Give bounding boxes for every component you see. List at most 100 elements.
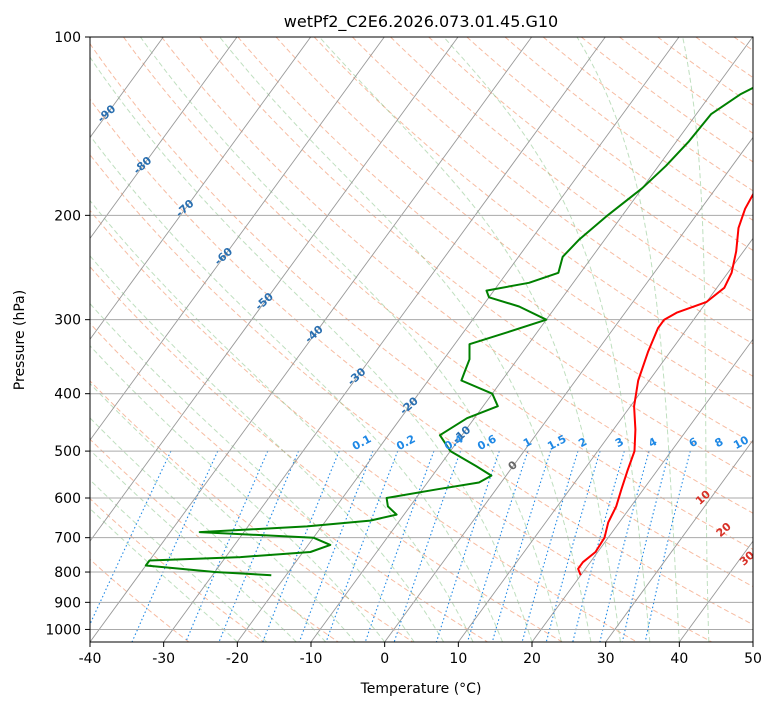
isotherm-line bbox=[163, 37, 606, 642]
moist-adiabat bbox=[576, 37, 680, 642]
dry-adiabat bbox=[275, 37, 753, 411]
isotherm-line bbox=[384, 136, 753, 642]
mixing-ratio-label: 8 bbox=[713, 435, 726, 450]
y-tick-label: 200 bbox=[54, 208, 81, 224]
moist-adiabat bbox=[90, 255, 445, 642]
dry-adiabat-label: 10 bbox=[693, 487, 713, 507]
isotherm-line bbox=[90, 37, 312, 341]
dry-adiabat bbox=[313, 37, 753, 377]
mixing-ratio-line bbox=[262, 450, 340, 642]
isotherm-line bbox=[457, 237, 753, 642]
mixing-ratio-line bbox=[491, 450, 552, 642]
dry-adiabat bbox=[90, 498, 264, 642]
mixing-ratio-label: 13 bbox=[757, 433, 775, 452]
y-tick-label: 700 bbox=[54, 531, 81, 547]
mixing-ratio-label: 0.6 bbox=[475, 432, 499, 453]
dewpoint-profile-line bbox=[144, 86, 753, 577]
isotherm-label: -60 bbox=[212, 245, 236, 268]
moist-adiabat bbox=[90, 417, 327, 642]
y-tick-label: 500 bbox=[54, 444, 81, 460]
dry-adiabat bbox=[90, 438, 339, 642]
y-tick-label: 800 bbox=[54, 565, 81, 581]
moist-adiabat bbox=[90, 507, 238, 642]
moist-adiabat bbox=[90, 382, 356, 642]
isotherm-line bbox=[90, 37, 459, 542]
dry-adiabat bbox=[428, 37, 753, 282]
moist-adiabat bbox=[319, 37, 621, 642]
mixing-ratio-line bbox=[621, 450, 671, 642]
isotherm-line bbox=[90, 37, 385, 441]
mixing-ratio-line bbox=[545, 450, 601, 642]
dry-adiabat bbox=[504, 37, 753, 221]
moist-adiabat bbox=[90, 302, 415, 642]
dry-adiabat-label: 20 bbox=[714, 520, 734, 540]
dry-adiabat bbox=[580, 37, 753, 163]
isotherm-label: -30 bbox=[345, 365, 369, 388]
dry-adiabat bbox=[352, 37, 753, 345]
plot-frame bbox=[89, 36, 754, 643]
mixing-ratio-label: 10 bbox=[731, 433, 751, 452]
temperature-profile-line bbox=[577, 192, 753, 576]
moist-adiabat bbox=[90, 479, 268, 642]
dry-adiabat bbox=[695, 37, 753, 79]
mixing-ratio-line bbox=[572, 450, 625, 642]
dry-adiabat bbox=[90, 209, 638, 642]
isotherm-label: -20 bbox=[397, 394, 421, 417]
x-tick-label: 50 bbox=[744, 651, 762, 667]
y-tick-label: 100 bbox=[54, 30, 81, 46]
dry-adiabat bbox=[390, 37, 753, 313]
dry-adiabat bbox=[161, 37, 753, 514]
y-tick-label: 600 bbox=[54, 491, 81, 507]
y-tick-label: 1000 bbox=[45, 622, 81, 638]
dry-adiabat bbox=[542, 37, 753, 192]
isotherm-label: -90 bbox=[95, 102, 119, 125]
isotherm-line bbox=[605, 439, 753, 642]
isotherm-label: 0 bbox=[506, 458, 521, 473]
mixing-ratio-line bbox=[644, 450, 691, 642]
mixing-ratio-label: 1 bbox=[521, 435, 534, 450]
x-tick-label: 30 bbox=[597, 651, 615, 667]
mixing-ratio-label: 1.5 bbox=[545, 432, 568, 453]
dry-adiabat bbox=[90, 98, 753, 626]
mixing-ratio-label: 0.1 bbox=[350, 432, 373, 453]
mixing-ratio-line bbox=[393, 450, 462, 642]
isotherm-line bbox=[236, 37, 680, 642]
x-tick-label: 20 bbox=[523, 651, 541, 667]
moist-adiabat bbox=[219, 37, 592, 642]
mixing-ratio-line bbox=[521, 450, 579, 642]
mixing-ratio-label: 4 bbox=[646, 435, 659, 450]
isotherm-line bbox=[678, 540, 753, 642]
mixing-ratio-label: 3 bbox=[613, 435, 626, 450]
moist-adiabat bbox=[90, 134, 503, 642]
isotherm-label: -70 bbox=[173, 197, 197, 220]
mixing-ratio-line bbox=[90, 450, 172, 626]
y-tick-label: 400 bbox=[54, 387, 81, 403]
moist-adiabat bbox=[90, 199, 474, 642]
chart-title: wetPf2_C2E6.2026.073.01.45.G10 bbox=[284, 12, 558, 32]
x-tick-label: -10 bbox=[300, 651, 323, 667]
x-tick-label: -30 bbox=[152, 651, 175, 667]
x-tick-label: 0 bbox=[380, 651, 389, 667]
moist-adiabat bbox=[443, 37, 651, 642]
dry-adiabat-label: 30 bbox=[737, 548, 757, 568]
x-tick-label: -40 bbox=[79, 651, 102, 667]
mixing-ratio-label: 0.2 bbox=[394, 432, 417, 453]
plot-grid bbox=[90, 37, 753, 642]
mixing-ratio-line bbox=[435, 450, 500, 642]
mixing-ratio-line bbox=[298, 450, 374, 642]
isotherm-line bbox=[90, 37, 238, 240]
dry-adiabat bbox=[123, 37, 753, 550]
isotherm-label: -80 bbox=[131, 154, 155, 177]
isotherm-line bbox=[752, 641, 753, 642]
dry-adiabat bbox=[90, 265, 563, 642]
moist-adiabat bbox=[90, 345, 386, 642]
moist-adiabat bbox=[139, 37, 562, 642]
y-tick-label: 900 bbox=[54, 595, 81, 611]
mixing-ratio-line bbox=[218, 450, 300, 642]
y-tick-label: 300 bbox=[54, 313, 81, 329]
dry-adiabat bbox=[90, 42, 753, 588]
x-tick-label: -20 bbox=[226, 651, 249, 667]
dry-adiabat bbox=[90, 558, 190, 642]
isotherm-label: -50 bbox=[253, 290, 277, 313]
plot-labels: -100-90-80-70-60-50-40-30-20-10010203040… bbox=[95, 102, 775, 568]
